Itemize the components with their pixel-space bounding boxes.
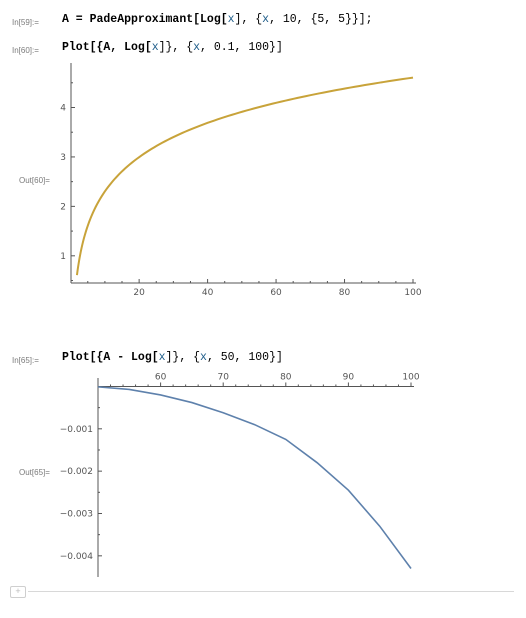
- code-token: Plot[{A, Log[: [62, 41, 152, 54]
- x-tick-label: 90: [343, 372, 355, 382]
- code-token: , 10, {5, 5}}];: [269, 13, 373, 26]
- plot-approximation-error[interactable]: 60 70 80 90 100 −0.001 −0.002 −0.003 −0.004: [0, 0, 526, 590]
- y-tick-label: −0.001: [60, 425, 93, 435]
- input-label-59: In[59]:=: [12, 18, 39, 27]
- code-token: A = PadeApproximant[Log[: [62, 13, 228, 26]
- output-label-65: Out[65]=: [19, 468, 50, 477]
- input-code-59[interactable]: A = PadeApproximant[Log[x], {x, 10, {5, …: [62, 13, 373, 26]
- y-tick-label: −0.002: [60, 467, 93, 477]
- x-tick-label: 70: [217, 372, 229, 382]
- y-tick-label: 2: [60, 202, 66, 212]
- input-code-60[interactable]: Plot[{A, Log[x]}, {x, 0.1, 100}]: [62, 41, 283, 54]
- code-token: , 50, 100}]: [206, 351, 283, 364]
- code-token: x: [262, 13, 270, 26]
- y-tick-label: 4: [60, 103, 66, 113]
- code-token: ], {: [234, 13, 263, 26]
- code-token: Plot[{A - Log[: [62, 351, 159, 364]
- x-tick-label: 20: [133, 288, 145, 298]
- cell-insertion-line[interactable]: [28, 591, 514, 592]
- y-tick-label: −0.004: [60, 552, 94, 562]
- x-tick-label: 80: [339, 288, 351, 298]
- code-token: ]}, {: [158, 41, 194, 54]
- input-label-60: In[60]:=: [12, 46, 39, 55]
- plot-log-approximation[interactable]: 20 40 60 80 100 1 2 3 4: [0, 0, 526, 300]
- code-token: x: [151, 41, 159, 54]
- code-token: , 0.1, 100}]: [200, 41, 283, 54]
- input-label-65: In[65]:=: [12, 356, 39, 365]
- x-tick-label: 60: [270, 288, 282, 298]
- code-token: x: [193, 41, 201, 54]
- new-cell-plus-icon[interactable]: +: [10, 586, 26, 598]
- y-tick-label: 1: [60, 252, 66, 262]
- input-code-65[interactable]: Plot[{A - Log[x]}, {x, 50, 100}]: [62, 351, 283, 364]
- code-token: x: [158, 351, 166, 364]
- output-label-60: Out[60]=: [19, 176, 50, 185]
- series-line-log: [75, 76, 414, 276]
- x-tick-label: 40: [202, 288, 214, 298]
- x-tick-label: 80: [280, 372, 292, 382]
- code-token: x: [200, 351, 207, 364]
- code-token: x: [227, 13, 235, 26]
- x-tick-label: 60: [155, 372, 167, 382]
- code-token: ]}, {: [165, 351, 201, 364]
- y-tick-label: 3: [60, 153, 66, 163]
- x-tick-label: 100: [404, 288, 421, 298]
- series-line-error: [97, 386, 412, 570]
- x-tick-label: 100: [402, 372, 419, 382]
- y-tick-label: −0.003: [60, 509, 93, 519]
